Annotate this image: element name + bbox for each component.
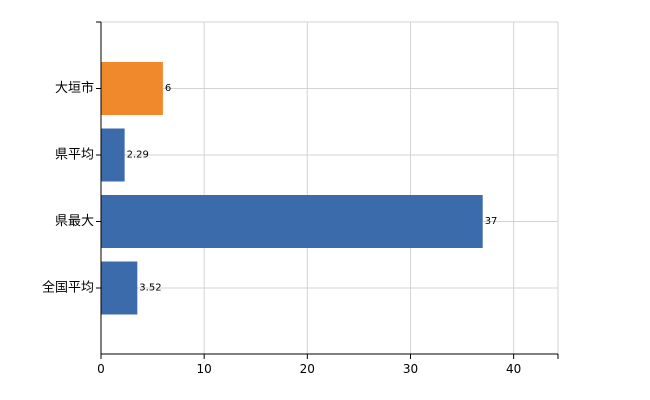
- bar-4: [101, 261, 138, 315]
- x-tick-label: 20: [300, 362, 315, 376]
- x-tick-label: 0: [97, 362, 105, 376]
- bar-1: [101, 62, 163, 115]
- bar-2: [101, 128, 125, 182]
- grid-lines: [101, 21, 559, 354]
- bars: [101, 62, 483, 315]
- data-label: 6: [165, 83, 171, 94]
- x-tick-label: 40: [506, 362, 521, 376]
- data-label: 2.29: [127, 150, 149, 161]
- data-label: 3.52: [139, 283, 161, 294]
- axes: [96, 21, 559, 359]
- category-label: 大垣市: [55, 80, 94, 96]
- category-label: 全国平均: [42, 280, 94, 296]
- x-tick-label: 10: [197, 362, 212, 376]
- category-label: 県最大: [55, 214, 94, 229]
- category-label: 県平均: [55, 148, 94, 163]
- data-label: 37: [485, 216, 498, 227]
- x-tick-label: 30: [403, 362, 418, 376]
- bar-3: [101, 195, 483, 248]
